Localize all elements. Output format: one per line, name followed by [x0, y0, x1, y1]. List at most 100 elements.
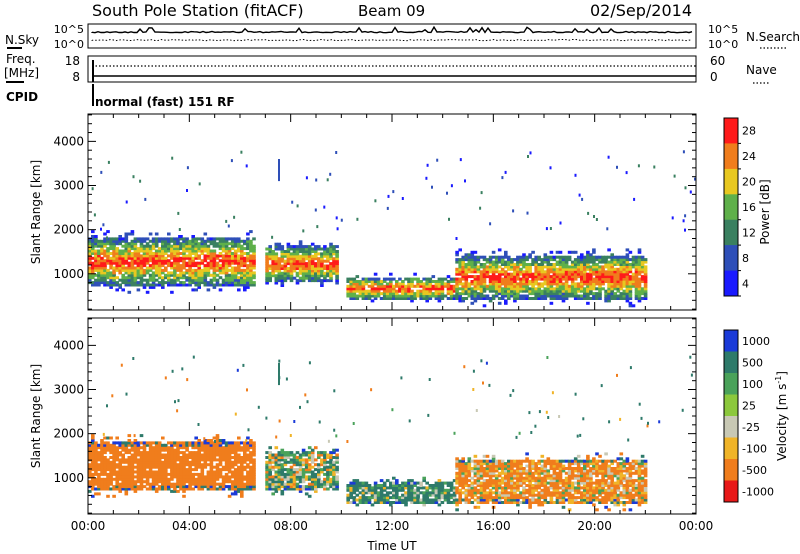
heatmap-cell [440, 289, 445, 293]
heatmap-cell [194, 256, 198, 260]
heatmap-cell [203, 485, 208, 489]
sparse-echo [225, 219, 228, 223]
sparse-echo [512, 209, 515, 213]
heatmap-cell [139, 244, 144, 248]
heatmap-cell [148, 249, 153, 253]
sparse-echo [178, 228, 181, 231]
heatmap-cell [543, 253, 548, 257]
heatmap-cell [373, 277, 378, 281]
heatmap-cell [221, 261, 226, 265]
heatmap-cell [516, 270, 520, 274]
heatmap-cell [179, 477, 183, 481]
heatmap-cell [215, 448, 220, 452]
heatmap-cell [230, 487, 235, 491]
heatmap-cell [197, 458, 201, 462]
heatmap-cell [203, 441, 208, 445]
heatmap-cell [382, 496, 387, 500]
heatmap-cell [449, 493, 454, 497]
heatmap-cell [130, 247, 135, 251]
heatmap-cell [482, 479, 487, 483]
heatmap-cell [543, 258, 548, 262]
heatmap-cell [595, 297, 599, 300]
heatmap-cell [271, 264, 275, 268]
heatmap-cell [283, 250, 288, 253]
heatmap-cell [485, 467, 490, 470]
heatmap-cell [274, 279, 279, 283]
heatmap-cell [446, 284, 451, 288]
heatmap-cell [167, 242, 171, 246]
heatmap-cell [332, 451, 336, 455]
heatmap-cell [179, 244, 183, 248]
sparse-echo [233, 215, 236, 219]
heatmap-cell [410, 479, 414, 483]
heatmap-cell [485, 459, 490, 463]
heatmap-cell [428, 498, 433, 502]
colorbar-segment [724, 143, 738, 170]
heatmap-cell [203, 458, 208, 462]
heatmap-cell [373, 272, 378, 276]
heatmap-cell [292, 254, 297, 258]
heatmap-cell [320, 269, 324, 273]
heatmap-cell [389, 484, 393, 487]
sparse-echo [100, 170, 103, 174]
heatmap-cell [274, 465, 279, 469]
heatmap-cell [607, 297, 611, 300]
heatmap-cell [531, 275, 535, 279]
heatmap-cell [479, 287, 484, 291]
heatmap-cell [240, 494, 244, 498]
heatmap-cell [491, 486, 496, 490]
heatmap-cell [494, 292, 499, 296]
heatmap-cell [428, 289, 433, 293]
heatmap-cell [191, 482, 195, 486]
heatmap-cell [455, 292, 459, 296]
heatmap-cell [361, 292, 366, 296]
heatmap-cell [148, 266, 153, 270]
heatmap-cell [130, 485, 135, 489]
heatmap-cell [540, 282, 545, 286]
heatmap-cell [310, 242, 315, 246]
heatmap-cell [425, 280, 429, 283]
heatmap-cell [476, 462, 481, 466]
heatmap-cell [407, 488, 411, 492]
heatmap-cell [497, 467, 502, 470]
heatmap-cell [528, 488, 532, 492]
heatmap-cell [218, 458, 223, 462]
heatmap-cell [389, 280, 393, 283]
heatmap-cell [458, 464, 462, 468]
heatmap-cell [230, 266, 235, 270]
heatmap-cell [631, 258, 636, 262]
heatmap-cell [604, 255, 608, 259]
heatmap-cell [437, 484, 442, 487]
heatmap-cell [479, 270, 484, 274]
heatmap-cell [482, 454, 487, 458]
heatmap-cell [440, 297, 445, 300]
sparse-echo [316, 225, 319, 229]
heatmap-cell [558, 277, 563, 281]
heatmap-cell [491, 491, 496, 495]
heatmap-cell [286, 475, 291, 479]
heatmap-cell [283, 453, 288, 457]
sparse-echo [595, 218, 598, 221]
heatmap-cell [485, 287, 490, 291]
noise-right-tick-bottom: 10^0 [708, 38, 738, 51]
heatmap-cell [133, 451, 138, 455]
heatmap-cell [271, 274, 275, 278]
heatmap-cell [97, 475, 101, 479]
heatmap-cell [224, 446, 229, 450]
colorbar-segment [724, 219, 738, 246]
heatmap-cell [504, 265, 508, 269]
heatmap-cell [206, 268, 211, 272]
heatmap-cell [589, 289, 593, 293]
heatmap-cell [497, 258, 502, 262]
heatmap-cell [437, 297, 442, 300]
heatmap-cell [558, 263, 563, 266]
heatmap-cell [115, 463, 119, 467]
heatmap-cell [200, 281, 205, 285]
heatmap-cell [197, 485, 201, 489]
heatmap-cell [139, 472, 144, 476]
heatmap-cell [519, 464, 523, 468]
heatmap-cell [455, 488, 459, 492]
heatmap-cell [332, 262, 336, 266]
heatmap-cell [97, 482, 101, 486]
heatmap-cell [271, 485, 275, 489]
